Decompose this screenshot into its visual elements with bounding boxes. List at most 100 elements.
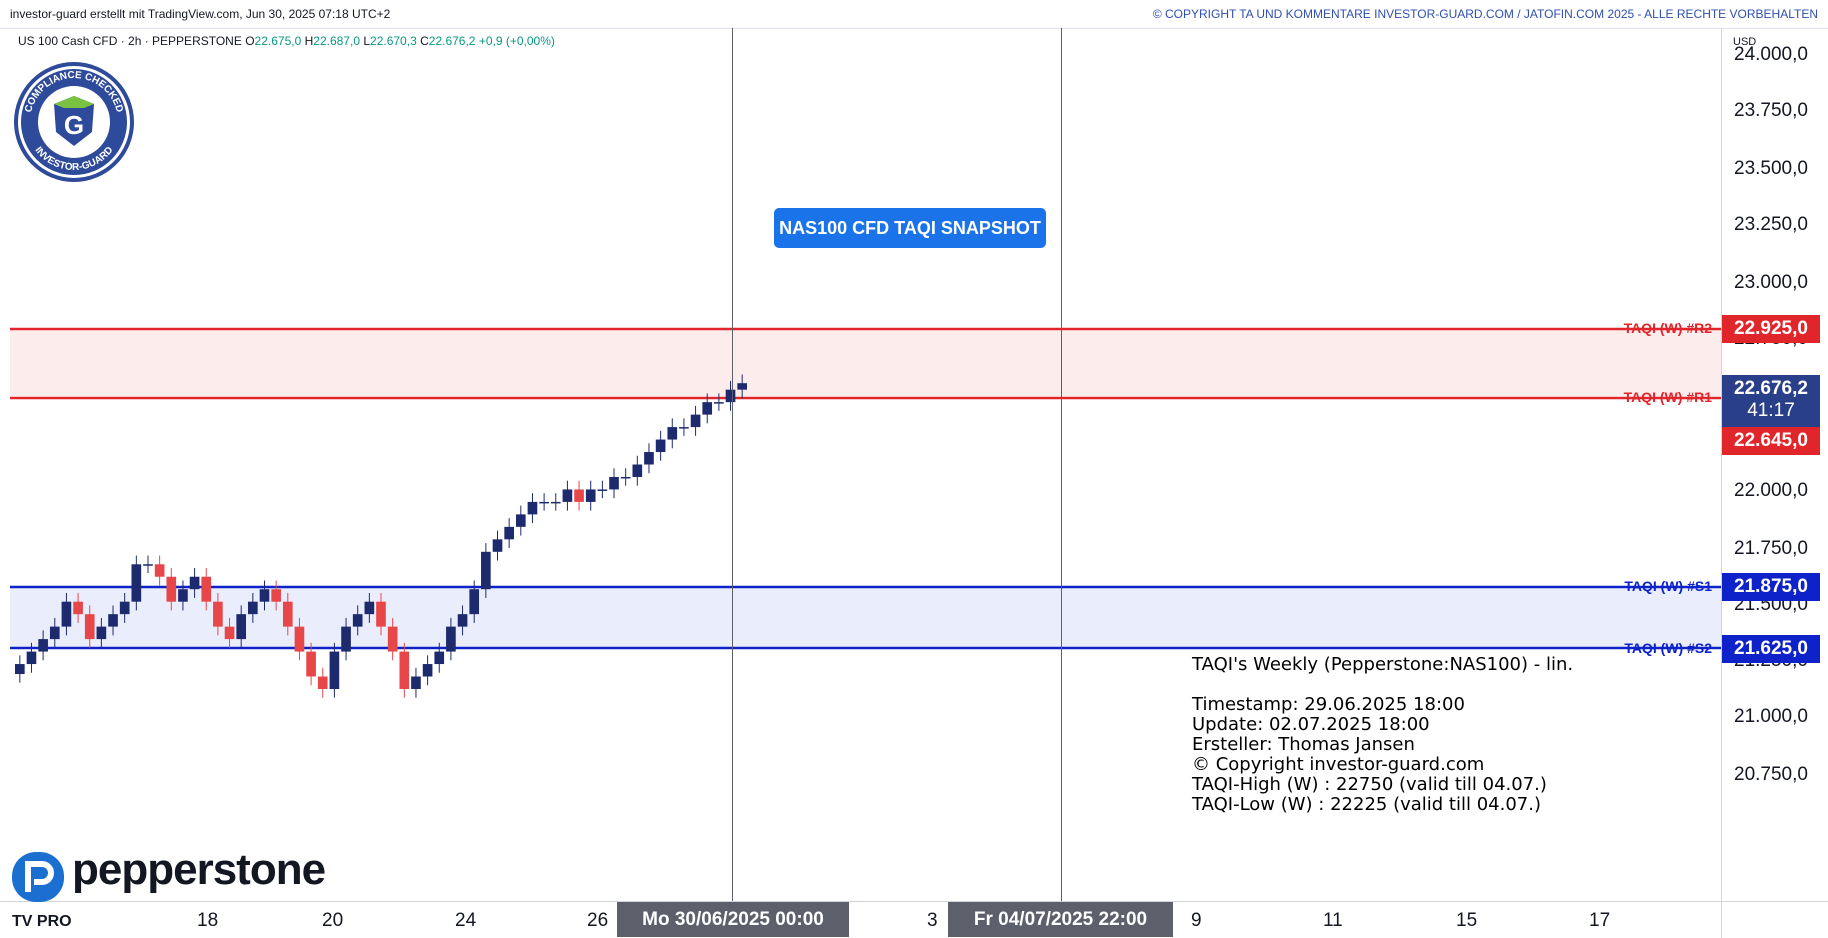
price-axis-label: 23.000,0 bbox=[1734, 272, 1808, 293]
candle-body bbox=[481, 551, 491, 590]
level-s2-label: TAQI (W) #S2 bbox=[1624, 640, 1712, 656]
time-selected-2: Fr 04/07/2025 22:00 bbox=[948, 902, 1173, 937]
tradingview-logo-icon[interactable]: TV PRO bbox=[12, 913, 72, 930]
candle-body bbox=[504, 526, 514, 540]
candle-body bbox=[609, 476, 619, 490]
top-bar: investor-guard erstellt mit TradingView.… bbox=[0, 0, 1828, 29]
candle-body bbox=[690, 414, 701, 428]
legend-close: 22.676,2 bbox=[428, 34, 476, 48]
price-axis-label: 23.500,0 bbox=[1734, 158, 1808, 179]
level-s1-price-tag: 21.875,0 bbox=[1722, 573, 1820, 601]
price-axis-label: 21.750,0 bbox=[1734, 538, 1808, 559]
legend-l-key: L bbox=[363, 34, 371, 48]
candle-body bbox=[84, 614, 95, 640]
axis-corner bbox=[1721, 901, 1828, 938]
candle-body bbox=[469, 589, 480, 615]
candle-body bbox=[655, 439, 666, 453]
candle-body bbox=[26, 651, 37, 665]
pepperstone-logo-icon bbox=[12, 852, 64, 902]
candle-body bbox=[189, 576, 200, 590]
legend-change: +0,9 (+0,00%) bbox=[478, 34, 555, 48]
candle-body bbox=[248, 601, 258, 615]
candle-body bbox=[422, 664, 433, 677]
price-axis-label: 24.000,0 bbox=[1734, 44, 1808, 65]
candle-body bbox=[213, 601, 223, 627]
level-s1-label: TAQI (W) #S1 bbox=[1624, 578, 1712, 594]
candle-body bbox=[644, 452, 654, 465]
candle-body bbox=[714, 402, 724, 404]
info-title: TAQI's Weekly (Pepperstone:NAS100) - lin… bbox=[1192, 654, 1574, 675]
candle-body bbox=[364, 601, 375, 615]
info-copyright: © Copyright investor-guard.com bbox=[1192, 754, 1485, 775]
candle-body bbox=[154, 564, 165, 577]
candle-body bbox=[143, 564, 153, 566]
crosshair-line-1 bbox=[732, 28, 733, 901]
candle-body bbox=[282, 601, 293, 627]
candle-body bbox=[236, 614, 247, 640]
candle-body bbox=[446, 626, 456, 652]
candle-body bbox=[294, 626, 305, 652]
legend-h-key: H bbox=[304, 34, 314, 48]
candle-body bbox=[61, 601, 72, 627]
time-axis-label: 17 bbox=[1589, 910, 1611, 931]
candle-body bbox=[317, 676, 328, 689]
time-axis[interactable] bbox=[0, 901, 1721, 938]
candle-body bbox=[457, 614, 468, 627]
price-axis-label: 23.750,0 bbox=[1734, 100, 1808, 121]
level-r1-price-tag: 22.645,0 bbox=[1722, 427, 1820, 455]
candle-body bbox=[341, 626, 351, 652]
candle-body bbox=[527, 501, 538, 515]
pepperstone-brand-text: pepperstone bbox=[72, 845, 326, 894]
candle-body bbox=[574, 489, 584, 502]
candle-body bbox=[399, 651, 410, 689]
price-chart[interactable] bbox=[10, 28, 1721, 901]
candle-body bbox=[667, 427, 678, 440]
info-timestamp: Timestamp: 29.06.2025 18:00 bbox=[1192, 694, 1465, 715]
resistance-zone bbox=[10, 329, 1721, 396]
candle-body bbox=[306, 651, 316, 677]
legend-symbol[interactable]: US 100 Cash CFD · 2h · PEPPERSTONE bbox=[18, 34, 242, 48]
candle-body bbox=[119, 601, 130, 615]
level-s2-price-tag: 21.625,0 bbox=[1722, 635, 1820, 663]
level-r1-label: TAQI (W) #R1 bbox=[1623, 389, 1712, 405]
created-by-text: investor-guard erstellt mit TradingView.… bbox=[10, 7, 391, 21]
candle-body bbox=[166, 576, 177, 602]
price-axis-label: 20.750,0 bbox=[1734, 764, 1808, 785]
legend-low: 22.670,3 bbox=[370, 34, 417, 48]
time-axis-label: 26 bbox=[587, 910, 609, 931]
candle-body bbox=[737, 383, 747, 390]
candle-body bbox=[108, 614, 118, 627]
candle-body bbox=[585, 489, 596, 502]
copyright-text: © COPYRIGHT TA UND KOMMENTARE INVESTOR-G… bbox=[1152, 7, 1818, 21]
legend-o-key: O bbox=[245, 34, 255, 48]
candle-body bbox=[201, 576, 212, 602]
candle-body bbox=[96, 626, 107, 640]
candle-body bbox=[550, 501, 561, 504]
candles-group bbox=[15, 374, 747, 698]
svg-text:G: G bbox=[64, 110, 84, 140]
candle-body bbox=[539, 501, 549, 504]
time-axis-label: 9 bbox=[1191, 910, 1202, 931]
info-author: Ersteller: Thomas Jansen bbox=[1192, 734, 1415, 755]
current-price: 22.676,2 bbox=[1734, 378, 1808, 399]
taqi-info-box: TAQI's Weekly (Pepperstone:NAS100) - lin… bbox=[1192, 655, 1573, 815]
taqi-snapshot-button[interactable]: NAS100 CFD TAQI SNAPSHOT bbox=[774, 208, 1046, 248]
price-axis[interactable] bbox=[1721, 28, 1828, 901]
candle-body bbox=[679, 427, 689, 429]
candle-body bbox=[131, 564, 142, 602]
candle-body bbox=[562, 489, 573, 502]
level-r2-label: TAQI (W) #R2 bbox=[1623, 320, 1712, 336]
time-axis-label: 18 bbox=[197, 910, 219, 931]
candle-body bbox=[632, 464, 643, 477]
time-selected-1: Mo 30/06/2025 00:00 bbox=[617, 902, 849, 937]
currency-label[interactable]: USD bbox=[1733, 36, 1757, 48]
level-r2-price-tag: 22.925,0 bbox=[1722, 315, 1820, 343]
legend-high: 22.687,0 bbox=[313, 34, 360, 48]
bar-countdown: 41:17 bbox=[1747, 400, 1795, 421]
candle-body bbox=[73, 601, 83, 615]
candle-body bbox=[224, 626, 235, 640]
candle-body bbox=[434, 651, 445, 665]
candle-body bbox=[376, 601, 386, 627]
candle-body bbox=[15, 664, 25, 675]
price-axis-label: 22.000,0 bbox=[1734, 480, 1808, 501]
